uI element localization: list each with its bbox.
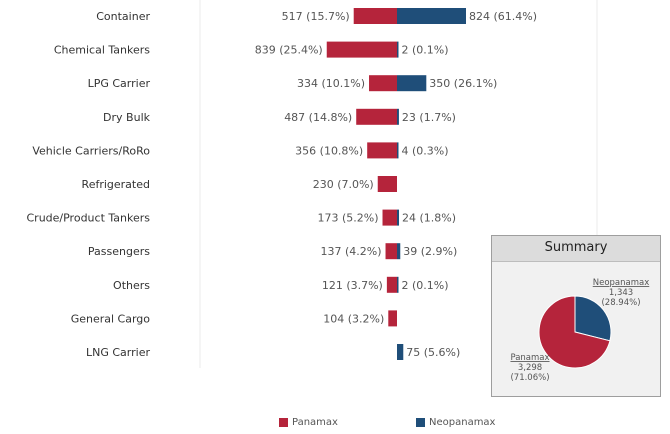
bar-panamax-refrigerated[interactable] (377, 176, 397, 192)
bar-neopanamax-container[interactable] (397, 8, 466, 24)
category-label-general-cargo: General Cargo (71, 312, 151, 325)
category-label-vehicle-carriers-roro: Vehicle Carriers/RoRo (32, 144, 150, 157)
pie-label-neopanamax-percent: (28.94%) (601, 298, 640, 308)
bar-panamax-lpg-carrier[interactable] (369, 75, 397, 92)
pie-label-neopanamax-value: 1,343 (609, 288, 633, 298)
category-label-dry-bulk: Dry Bulk (103, 111, 151, 124)
bar-neopanamax-lpg-carrier[interactable] (397, 75, 427, 92)
data-label-neopanamax-vehicle-carriers-roro: 4 (0.3%) (402, 144, 449, 157)
pie-label-panamax-name: Panamax (510, 353, 549, 363)
data-label-neopanamax-lpg-carrier: 350 (26.1%) (429, 77, 497, 90)
bar-panamax-general-cargo[interactable] (388, 310, 397, 327)
legend-swatch-neopanamax (416, 418, 425, 427)
bar-neopanamax-others[interactable] (397, 276, 399, 293)
data-label-panamax-others: 121 (3.7%) (322, 279, 383, 292)
pie-slice-panamax[interactable] (538, 295, 611, 369)
data-label-panamax-chemical-tankers: 839 (25.4%) (255, 44, 323, 57)
data-label-panamax-vehicle-carriers-roro: 356 (10.8%) (295, 144, 363, 157)
category-label-chemical-tankers: Chemical Tankers (54, 44, 150, 57)
category-label-crude-product-tankers: Crude/Product Tankers (26, 212, 150, 225)
summary-panel: Summary Neopanamax 1,343 (28.94%) Panamax 3,… (491, 235, 661, 397)
legend-item-neopanamax[interactable]: Neopanamax (416, 417, 495, 428)
bar-neopanamax-vehicle-carriers-roro[interactable] (397, 142, 399, 159)
category-label-lng-carrier: LNG Carrier (86, 346, 150, 359)
data-label-panamax-passengers: 137 (4.2%) (320, 245, 381, 258)
category-label-passengers: Passengers (88, 245, 150, 258)
category-label-lpg-carrier: LPG Carrier (88, 77, 151, 90)
data-label-panamax-general-cargo: 104 (3.2%) (323, 312, 384, 325)
data-label-neopanamax-passengers: 39 (2.9%) (403, 245, 457, 258)
data-label-neopanamax-crude-product-tankers: 24 (1.8%) (402, 212, 456, 225)
pie-label-panamax-value: 3,298 (518, 363, 542, 373)
bar-panamax-dry-bulk[interactable] (356, 108, 397, 125)
legend-label-neopanamax: Neopanamax (429, 417, 496, 428)
bar-panamax-vehicle-carriers-roro[interactable] (367, 142, 397, 159)
category-label-refrigerated: Refrigerated (82, 178, 150, 191)
data-label-panamax-refrigerated: 230 (7.0%) (313, 178, 374, 191)
data-label-neopanamax-chemical-tankers: 2 (0.1%) (402, 44, 449, 57)
pie-label-panamax-percent: (71.06%) (510, 373, 549, 383)
bar-neopanamax-lng-carrier[interactable] (397, 344, 404, 360)
legend-label-panamax: Panamax (292, 417, 338, 428)
bar-panamax-crude-product-tankers[interactable] (382, 209, 397, 226)
diverging-bar-chart: Container 517 (15.7%) 824 (61.4%) Chemical … (26, 0, 598, 368)
summary-title: Summary (492, 236, 660, 262)
pie-slice-neopanamax[interactable] (574, 295, 612, 342)
bar-neopanamax-passengers[interactable] (397, 243, 401, 260)
category-label-container: Container (96, 10, 150, 23)
bar-panamax-container[interactable] (353, 8, 397, 24)
data-label-panamax-dry-bulk: 487 (14.8%) (284, 111, 352, 124)
legend-swatch-panamax (279, 418, 288, 427)
data-label-panamax-crude-product-tankers: 173 (5.2%) (317, 212, 378, 225)
bar-panamax-passengers[interactable] (385, 243, 397, 260)
legend-item-panamax[interactable]: Panamax (279, 417, 338, 428)
bar-neopanamax-dry-bulk[interactable] (397, 108, 399, 125)
chart-legend: Panamax Neopanamax (0, 417, 670, 431)
data-label-neopanamax-lng-carrier: 75 (5.6%) (406, 346, 460, 359)
bar-neopanamax-chemical-tankers[interactable] (397, 41, 399, 58)
bar-panamax-chemical-tankers[interactable] (326, 41, 397, 58)
data-label-panamax-lpg-carrier: 334 (10.1%) (297, 77, 365, 90)
bar-panamax-others[interactable] (386, 276, 397, 293)
data-label-panamax-container: 517 (15.7%) (282, 10, 350, 23)
data-label-neopanamax-container: 824 (61.4%) (469, 10, 537, 23)
bar-neopanamax-crude-product-tankers[interactable] (397, 209, 400, 226)
category-label-others: Others (113, 279, 150, 292)
data-label-neopanamax-others: 2 (0.1%) (402, 279, 449, 292)
pie-label-neopanamax-name: Neopanamax (593, 278, 650, 288)
data-label-neopanamax-dry-bulk: 23 (1.7%) (402, 111, 456, 124)
